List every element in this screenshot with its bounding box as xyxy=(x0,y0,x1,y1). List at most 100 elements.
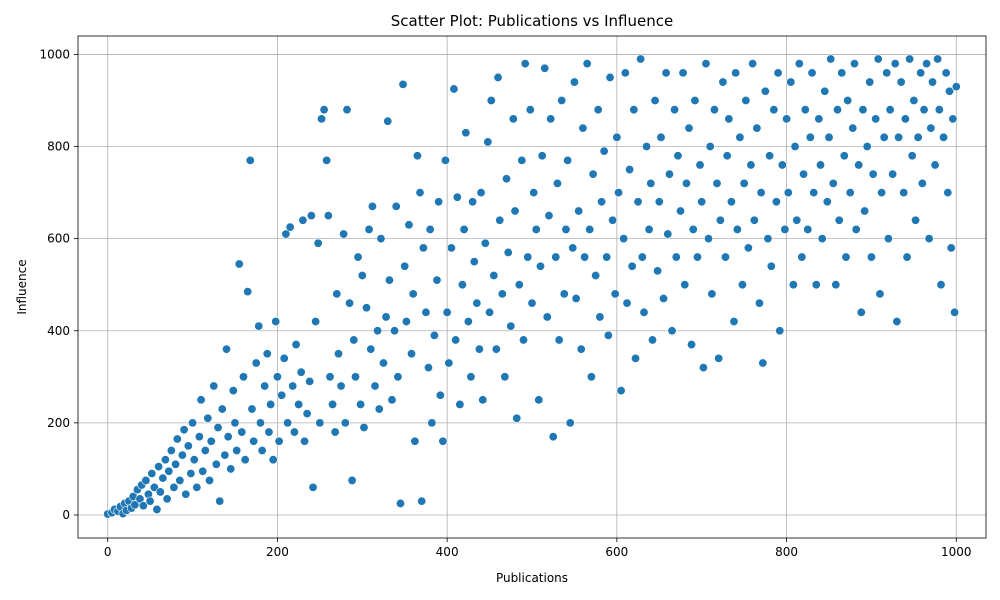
scatter-point xyxy=(841,252,851,262)
scatter-point xyxy=(639,307,649,317)
scatter-point xyxy=(525,105,535,115)
scatter-point xyxy=(661,68,671,78)
scatter-point xyxy=(339,229,349,239)
scatter-point xyxy=(542,312,552,322)
scatter-point xyxy=(916,68,926,78)
scatter-point xyxy=(636,54,646,64)
scatter-point xyxy=(814,114,824,124)
scatter-point xyxy=(858,105,868,115)
scatter-point xyxy=(429,330,439,340)
scatter-point xyxy=(332,289,342,299)
scatter-point xyxy=(619,234,629,244)
scatter-point xyxy=(561,224,571,234)
scatter-point xyxy=(574,206,584,216)
scatter-point xyxy=(544,211,554,221)
scatter-point xyxy=(670,105,680,115)
scatter-point xyxy=(412,151,422,161)
scatter-point xyxy=(548,432,558,442)
scatter-point xyxy=(406,349,416,359)
scatter-point xyxy=(936,280,946,290)
scatter-point xyxy=(171,459,181,469)
scatter-point xyxy=(323,211,333,221)
scatter-point xyxy=(254,321,264,331)
scatter-point xyxy=(474,344,484,354)
scatter-point xyxy=(848,123,858,133)
scatter-point xyxy=(281,229,291,239)
scatter-point xyxy=(455,399,465,409)
scatter-point xyxy=(164,466,174,476)
scatter-point xyxy=(186,469,196,479)
y-axis-ticks: 0 200 400 600 800 1000 xyxy=(39,47,78,522)
scatter-point xyxy=(298,215,308,225)
scatter-point xyxy=(529,188,539,198)
scatter-point xyxy=(444,358,454,368)
scatter-point xyxy=(228,386,238,396)
scatter-point xyxy=(569,77,579,87)
scatter-point xyxy=(737,280,747,290)
scatter-point xyxy=(196,395,206,405)
scatter-point xyxy=(928,77,938,87)
scatter-point xyxy=(765,151,775,161)
scatter-point xyxy=(911,215,921,225)
scatter-point xyxy=(718,77,728,87)
scatter-point xyxy=(188,418,198,428)
scatter-point xyxy=(907,151,917,161)
scatter-point xyxy=(933,54,943,64)
scatter-point xyxy=(296,367,306,377)
scatter-point xyxy=(398,79,408,89)
scatter-point xyxy=(223,432,233,442)
scatter-point xyxy=(627,261,637,271)
scatter-point xyxy=(158,473,168,483)
scatter-point xyxy=(650,95,660,105)
scatter-point xyxy=(489,270,499,280)
scatter-point xyxy=(692,252,702,262)
scatter-point xyxy=(824,132,834,142)
scatter-point xyxy=(215,496,225,506)
scatter-point xyxy=(743,243,753,253)
scatter-point xyxy=(376,234,386,244)
scatter-point xyxy=(313,238,323,248)
scatter-point xyxy=(535,261,545,271)
scatter-point xyxy=(476,188,486,198)
scatter-point xyxy=(707,289,717,299)
scatter-point xyxy=(155,487,165,497)
scatter-point xyxy=(247,404,257,414)
scatter-point xyxy=(274,436,284,446)
scatter-point xyxy=(763,234,773,244)
scatter-point xyxy=(631,353,641,363)
scatter-point xyxy=(673,151,683,161)
scatter-point xyxy=(653,266,663,276)
scatter-point xyxy=(378,358,388,368)
scatter-point xyxy=(421,307,431,317)
scatter-point xyxy=(760,86,770,96)
scatter-point xyxy=(688,224,698,234)
data-points xyxy=(103,54,961,519)
scatter-point xyxy=(373,326,383,336)
scatter-point xyxy=(459,224,469,234)
scatter-point xyxy=(138,501,148,511)
scatter-point xyxy=(809,188,819,198)
scatter-point xyxy=(427,418,437,428)
scatter-point xyxy=(194,432,204,442)
scatter-point xyxy=(519,335,529,345)
scatter-point xyxy=(211,459,221,469)
scatter-point xyxy=(909,95,919,105)
y-tick-label: 600 xyxy=(47,232,70,246)
scatter-point xyxy=(255,418,265,428)
scatter-point xyxy=(892,317,902,327)
chart-title: Scatter Plot: Publications vs Influence xyxy=(391,12,673,30)
scatter-point xyxy=(435,390,445,400)
scatter-point xyxy=(883,234,893,244)
y-tick-label: 400 xyxy=(47,324,70,338)
scatter-point xyxy=(834,215,844,225)
scatter-point xyxy=(483,137,493,147)
scatter-point xyxy=(356,399,366,409)
scatter-point xyxy=(616,386,626,396)
scatter-point xyxy=(799,169,809,179)
y-tick-label: 0 xyxy=(62,508,70,522)
scatter-point xyxy=(620,68,630,78)
scatter-point xyxy=(854,160,864,170)
scatter-point xyxy=(749,215,759,225)
scatter-point xyxy=(260,381,270,391)
scatter-point xyxy=(720,252,730,262)
